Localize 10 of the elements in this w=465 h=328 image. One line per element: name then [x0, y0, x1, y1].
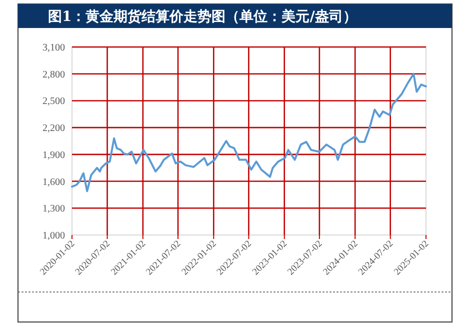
- y-tick-label: 1,600: [42, 176, 65, 188]
- y-tick-label: 1,900: [42, 150, 65, 161]
- y-tick-label: 2,200: [42, 123, 65, 134]
- line-series: [71, 72, 427, 192]
- y-tick-label: 2,500: [42, 96, 65, 108]
- chart-title: 图1：黄金期货结算价走势图（单位：美元/盎司）: [48, 8, 357, 25]
- y-tick-label: 1,000: [42, 230, 65, 242]
- y-tick-label: 1,300: [42, 204, 65, 215]
- y-tick-label: 2,800: [42, 69, 65, 80]
- y-tick-label: 3,100: [42, 42, 65, 54]
